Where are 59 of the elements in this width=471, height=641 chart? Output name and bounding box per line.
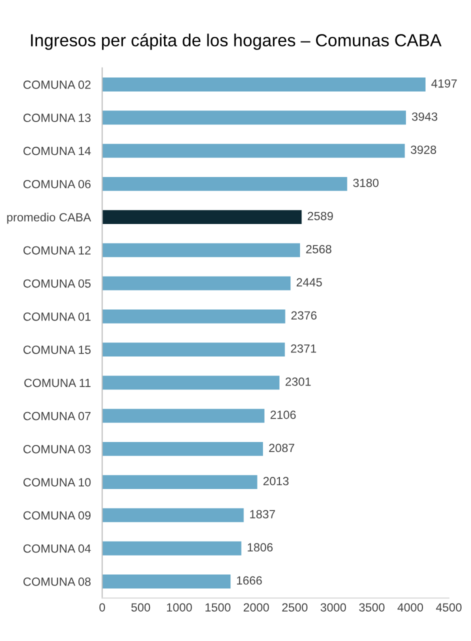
y-tick-label: COMUNA 07 <box>23 412 91 420</box>
y-tick-label: COMUNA 03 <box>23 444 91 454</box>
bar <box>102 309 286 324</box>
chart-title: Ingresos per cápita de los hogares – Comunas CABA <box>31 33 442 50</box>
y-tick-label: COMUNA 09 <box>23 511 91 520</box>
bar <box>102 276 291 290</box>
x-tick-label: 0 <box>99 603 106 612</box>
y-tick-label: promedio CABA <box>7 212 92 224</box>
data-label: 1806 <box>248 543 273 552</box>
y-tick-label: COMUNA 12 <box>23 246 91 255</box>
bar <box>102 442 263 456</box>
y-tick-label: COMUNA 02 <box>23 80 91 89</box>
bar <box>102 144 405 158</box>
x-tick-label: 4000 <box>397 603 424 612</box>
bar <box>102 541 242 556</box>
y-tick-label: COMUNA 08 <box>23 578 91 586</box>
bar <box>102 408 264 423</box>
data-label: 2106 <box>270 410 296 419</box>
x-tick-label: 3000 <box>320 603 346 612</box>
data-label: 4197 <box>431 79 457 88</box>
data-label: 2301 <box>286 378 311 386</box>
bar <box>102 110 406 125</box>
data-label: 2013 <box>263 476 289 486</box>
x-tick-label: 2500 <box>282 603 308 612</box>
data-label: 2087 <box>269 444 294 452</box>
y-tick-label: COMUNA 10 <box>23 478 91 486</box>
bar <box>102 78 426 92</box>
data-label: 3928 <box>410 146 436 154</box>
data-label: 2589 <box>308 212 333 220</box>
bar <box>102 243 300 258</box>
bar <box>102 210 302 224</box>
y-tick-label: COMUNA 04 <box>23 544 91 553</box>
x-tick-label: 500 <box>131 603 150 612</box>
bar <box>102 475 258 490</box>
data-label: 3180 <box>353 178 379 188</box>
x-tick-label: 2000 <box>244 603 269 612</box>
y-tick-label: COMUNA 11 <box>24 378 91 388</box>
y-tick-label: COMUNA 13 <box>23 114 91 122</box>
data-label: 1837 <box>250 510 275 518</box>
x-tick-label: 4500 <box>436 603 462 612</box>
data-label: 1666 <box>237 576 262 585</box>
bar <box>102 574 231 588</box>
bar <box>102 176 348 191</box>
data-label: 2568 <box>306 244 332 254</box>
x-tick-label: 1000 <box>167 603 192 612</box>
y-tick-label: COMUNA 15 <box>23 346 91 354</box>
x-tick-label: 3500 <box>359 603 384 612</box>
data-label: 2376 <box>291 311 317 320</box>
data-label: 2445 <box>296 278 322 286</box>
y-tick-label: COMUNA 05 <box>23 279 91 288</box>
x-tick-label: 1500 <box>206 603 230 612</box>
y-tick-label: COMUNA 06 <box>23 180 91 188</box>
bar <box>102 342 285 357</box>
data-label: 2371 <box>291 344 316 353</box>
y-tick-label: COMUNA 14 <box>23 146 91 156</box>
data-label: 3943 <box>412 112 438 121</box>
bar <box>102 508 244 522</box>
y-tick-label: COMUNA 01 <box>23 312 91 321</box>
bar <box>102 376 280 390</box>
